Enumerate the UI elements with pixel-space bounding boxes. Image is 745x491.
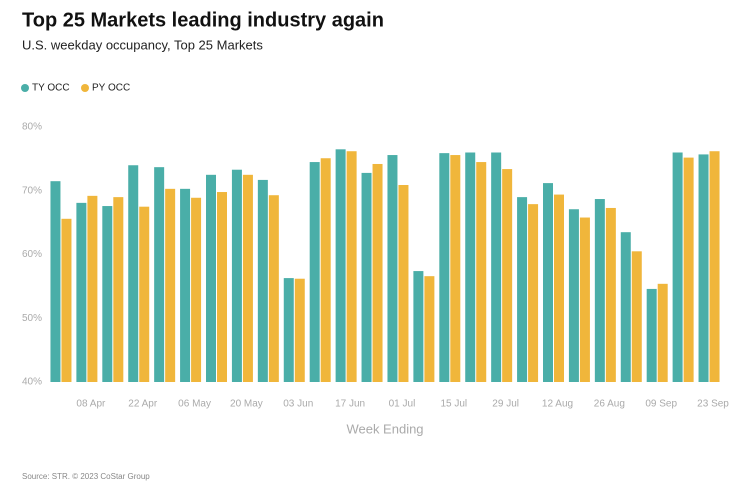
x-tick-label: 26 Aug bbox=[594, 399, 625, 410]
y-tick-label: 80% bbox=[22, 122, 42, 133]
x-tick-label: 23 Sep bbox=[697, 399, 729, 410]
bar bbox=[217, 192, 227, 382]
y-tick-label: 50% bbox=[22, 313, 42, 324]
x-tick-label: 03 Jun bbox=[283, 399, 313, 410]
bar bbox=[439, 153, 450, 382]
bar bbox=[528, 204, 539, 382]
bar bbox=[257, 179, 268, 382]
y-tick-label: 60% bbox=[22, 249, 42, 260]
x-tick-label: 15 Jul bbox=[440, 399, 467, 410]
bar bbox=[372, 163, 383, 382]
bar bbox=[579, 217, 590, 382]
bar bbox=[139, 206, 150, 382]
legend-marker bbox=[21, 84, 29, 92]
bar bbox=[361, 172, 372, 382]
x-tick-label: 09 Sep bbox=[645, 399, 677, 410]
chart-title: Top 25 Markets leading industry again bbox=[22, 9, 384, 31]
x-tick-label: 08 Apr bbox=[76, 399, 106, 410]
bar bbox=[476, 162, 487, 382]
bar bbox=[413, 271, 424, 382]
y-tick-label: 40% bbox=[22, 377, 42, 388]
bar bbox=[465, 152, 476, 382]
x-tick-label: 22 Apr bbox=[128, 399, 158, 410]
bar bbox=[502, 169, 513, 382]
bar bbox=[50, 181, 61, 382]
bar bbox=[87, 195, 98, 382]
bar bbox=[387, 155, 398, 382]
legend-label: PY OCC bbox=[92, 83, 130, 94]
bar bbox=[180, 188, 191, 382]
x-tick-label: 20 May bbox=[230, 399, 263, 410]
source: Source: STR. © 2023 CoStar Group bbox=[22, 472, 150, 481]
bar bbox=[698, 154, 709, 382]
bar bbox=[335, 149, 346, 382]
chart-subtitle: U.S. weekday occupancy, Top 25 Markets bbox=[22, 37, 263, 52]
bar bbox=[398, 185, 409, 382]
bar bbox=[231, 169, 242, 382]
bar bbox=[450, 155, 461, 382]
bar bbox=[424, 276, 435, 382]
bar bbox=[165, 188, 176, 382]
legend-marker bbox=[81, 84, 89, 92]
bar bbox=[491, 152, 502, 382]
bar bbox=[672, 152, 683, 382]
x-tick-label: 29 Jul bbox=[492, 399, 519, 410]
x-axis-label: Week Ending bbox=[346, 421, 423, 436]
bar bbox=[76, 202, 87, 382]
bar bbox=[113, 197, 124, 382]
bar bbox=[154, 167, 165, 382]
bar bbox=[631, 251, 642, 382]
bar bbox=[242, 174, 253, 382]
x-tick-label: 12 Aug bbox=[542, 399, 573, 410]
bar bbox=[102, 206, 113, 382]
bar bbox=[620, 232, 631, 382]
y-tick-label: 70% bbox=[22, 185, 42, 196]
bar bbox=[543, 183, 553, 382]
bar bbox=[646, 288, 657, 382]
bar bbox=[268, 195, 279, 382]
x-tick-label: 17 Jun bbox=[335, 399, 365, 410]
bar bbox=[320, 158, 331, 382]
x-tick-label: 01 Jul bbox=[389, 399, 416, 410]
bar bbox=[657, 283, 668, 382]
bar bbox=[61, 218, 72, 382]
bar bbox=[594, 199, 605, 382]
bar bbox=[191, 197, 202, 382]
bar bbox=[517, 197, 528, 382]
bar bbox=[346, 151, 357, 382]
bar bbox=[294, 278, 305, 382]
x-tick-label: 06 May bbox=[178, 399, 211, 410]
bar bbox=[683, 157, 694, 382]
bar bbox=[605, 207, 616, 382]
bar bbox=[309, 162, 320, 382]
bar bbox=[206, 174, 216, 382]
legend-label: TY OCC bbox=[32, 83, 70, 94]
bar bbox=[709, 151, 720, 382]
bar bbox=[128, 165, 139, 382]
bar bbox=[554, 194, 564, 382]
bar bbox=[568, 209, 579, 382]
bar bbox=[283, 278, 294, 382]
